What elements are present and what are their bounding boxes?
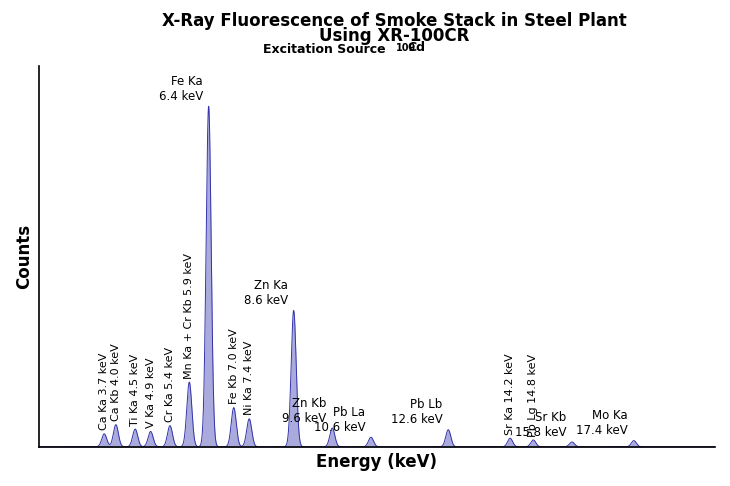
Text: Zn Kb
9.6 keV: Zn Kb 9.6 keV xyxy=(283,397,326,425)
Text: Mo Ka
17.4 keV: Mo Ka 17.4 keV xyxy=(576,409,628,437)
Text: Pb La
10.6 keV: Pb La 10.6 keV xyxy=(314,406,365,434)
Text: Using XR-100CR: Using XR-100CR xyxy=(319,27,469,45)
Text: Mn Ka + Cr Kb 5.9 keV: Mn Ka + Cr Kb 5.9 keV xyxy=(184,253,194,379)
Text: Cr Ka 5.4 keV: Cr Ka 5.4 keV xyxy=(165,347,175,422)
Text: Ti Ka 4.5 keV: Ti Ka 4.5 keV xyxy=(130,353,140,426)
Text: Fe Kb 7.0 keV: Fe Kb 7.0 keV xyxy=(228,329,239,404)
X-axis label: Energy (keV): Energy (keV) xyxy=(316,453,437,471)
Text: Pb Lb
12.6 keV: Pb Lb 12.6 keV xyxy=(391,399,442,426)
Text: X-Ray Fluorescence of Smoke Stack in Steel Plant: X-Ray Fluorescence of Smoke Stack in Ste… xyxy=(162,12,626,30)
Text: Zn Ka
8.6 keV: Zn Ka 8.6 keV xyxy=(244,279,288,307)
Text: Ca Kb 4.0 keV: Ca Kb 4.0 keV xyxy=(111,344,121,421)
Text: Cd: Cd xyxy=(407,41,426,54)
Text: Pb Lg 14.8 keV: Pb Lg 14.8 keV xyxy=(529,353,538,436)
Text: Ca Ka 3.7 keV: Ca Ka 3.7 keV xyxy=(99,353,109,431)
Text: Ni Ka 7.4 keV: Ni Ka 7.4 keV xyxy=(245,341,254,416)
Text: Excitation Source: Excitation Source xyxy=(263,43,394,56)
Text: Fe Ka
6.4 keV: Fe Ka 6.4 keV xyxy=(158,75,203,103)
Text: Sr Ka 14.2 keV: Sr Ka 14.2 keV xyxy=(505,353,515,435)
Text: Sr Kb
15.8 keV: Sr Kb 15.8 keV xyxy=(515,411,566,438)
Text: 109: 109 xyxy=(396,43,416,53)
Y-axis label: Counts: Counts xyxy=(15,224,33,289)
Text: V Ka 4.9 keV: V Ka 4.9 keV xyxy=(146,358,155,428)
